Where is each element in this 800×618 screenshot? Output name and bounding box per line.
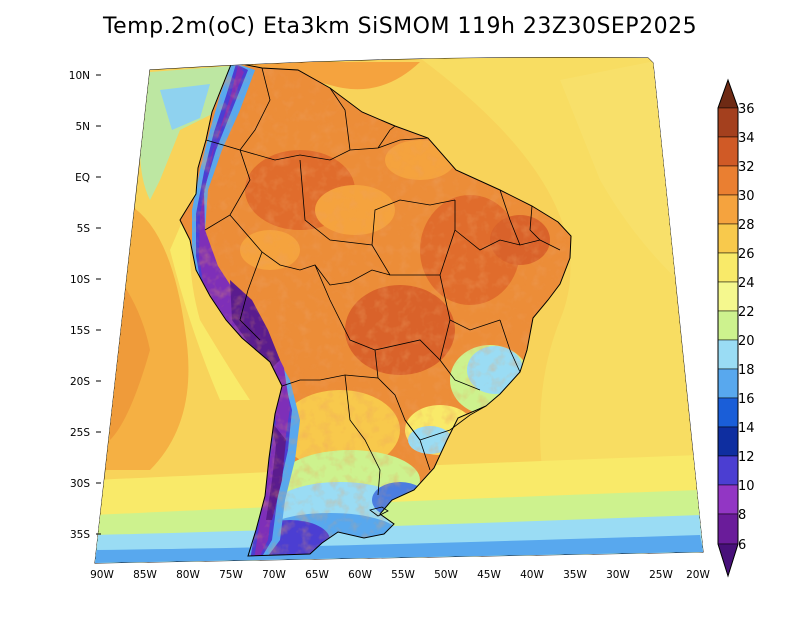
colorbar-label: 22 [738,305,755,320]
lon-label: 50W [434,569,458,581]
colorbar-label: 24 [738,276,755,291]
lon-label: 65W [305,569,329,581]
lon-label: 35W [563,569,587,581]
colorbar-bin [717,368,739,399]
lon-label: 45W [477,569,501,581]
colorbar-bin [717,79,739,109]
colorbar-bin [717,310,739,341]
colorbar-bin [717,426,739,457]
lat-label: EQ [75,172,90,184]
lon-label: 30W [606,569,630,581]
lat-label: 25S [70,427,90,439]
lat-label: 5N [75,121,90,133]
colorbar-bin [717,252,739,283]
colorbar-label: 12 [738,450,755,465]
lat-label: 15S [70,325,90,337]
colorbar-label: 6 [738,538,746,553]
lon-label: 70W [262,569,286,581]
lat-label: 10N [69,70,90,82]
lon-label: 75W [219,569,243,581]
colorbar-label: 32 [738,160,755,175]
colorbar-label: 26 [738,247,755,262]
lon-label: 55W [391,569,415,581]
colorbar-label: 20 [738,334,755,349]
colorbar-bin [717,107,739,138]
map-title: Temp.2m(oC) Eta3km SiSMOM 119h 23Z30SEP2… [102,14,698,39]
lat-label: 20S [70,376,90,388]
colorbar-label: 30 [738,189,755,204]
colorbar-bin [717,194,739,225]
longitude-labels: 90W 85W 80W 75W 70W 65W 60W 55W 50W 45W … [90,569,710,581]
lon-label: 40W [520,569,544,581]
lon-label: 90W [90,569,114,581]
lon-label: 20W [686,569,710,581]
lat-label: 30S [70,478,90,490]
colorbar-label: 36 [738,102,755,117]
colorbar-bin [717,339,739,370]
colorbar-bin [717,223,739,254]
lon-label: 85W [133,569,157,581]
country-borders [204,67,561,496]
colorbar-label: 34 [738,131,755,146]
colorbar-bin [717,543,739,577]
lat-label: 35S [70,529,90,541]
colorbar-bin [717,397,739,428]
colorbar-bin [717,484,739,515]
colorbar-label: 14 [738,421,755,436]
colorbar-bin [717,136,739,167]
colorbar-label: 28 [738,218,755,233]
lat-label: 10S [70,274,90,286]
lon-label: 80W [176,569,200,581]
lon-label: 60W [348,569,372,581]
lon-label: 25W [649,569,673,581]
latitude-labels: 10N 5N EQ 5S 10S 15S 20S 25S 30S 35S [69,70,91,541]
colorbar-bin [717,165,739,196]
colorbar-bin [717,281,739,312]
colorbar-bin [717,455,739,486]
temperature-field [95,57,703,563]
colorbar-label: 16 [738,392,755,407]
colorbar: 36 34 32 30 28 26 24 22 20 18 16 14 12 1… [717,78,755,578]
colorbar-label: 8 [738,508,746,523]
colorbar-bin [717,513,739,545]
colorbar-label: 18 [738,363,755,378]
colorbar-label: 10 [738,479,755,494]
lat-label: 5S [77,223,91,235]
